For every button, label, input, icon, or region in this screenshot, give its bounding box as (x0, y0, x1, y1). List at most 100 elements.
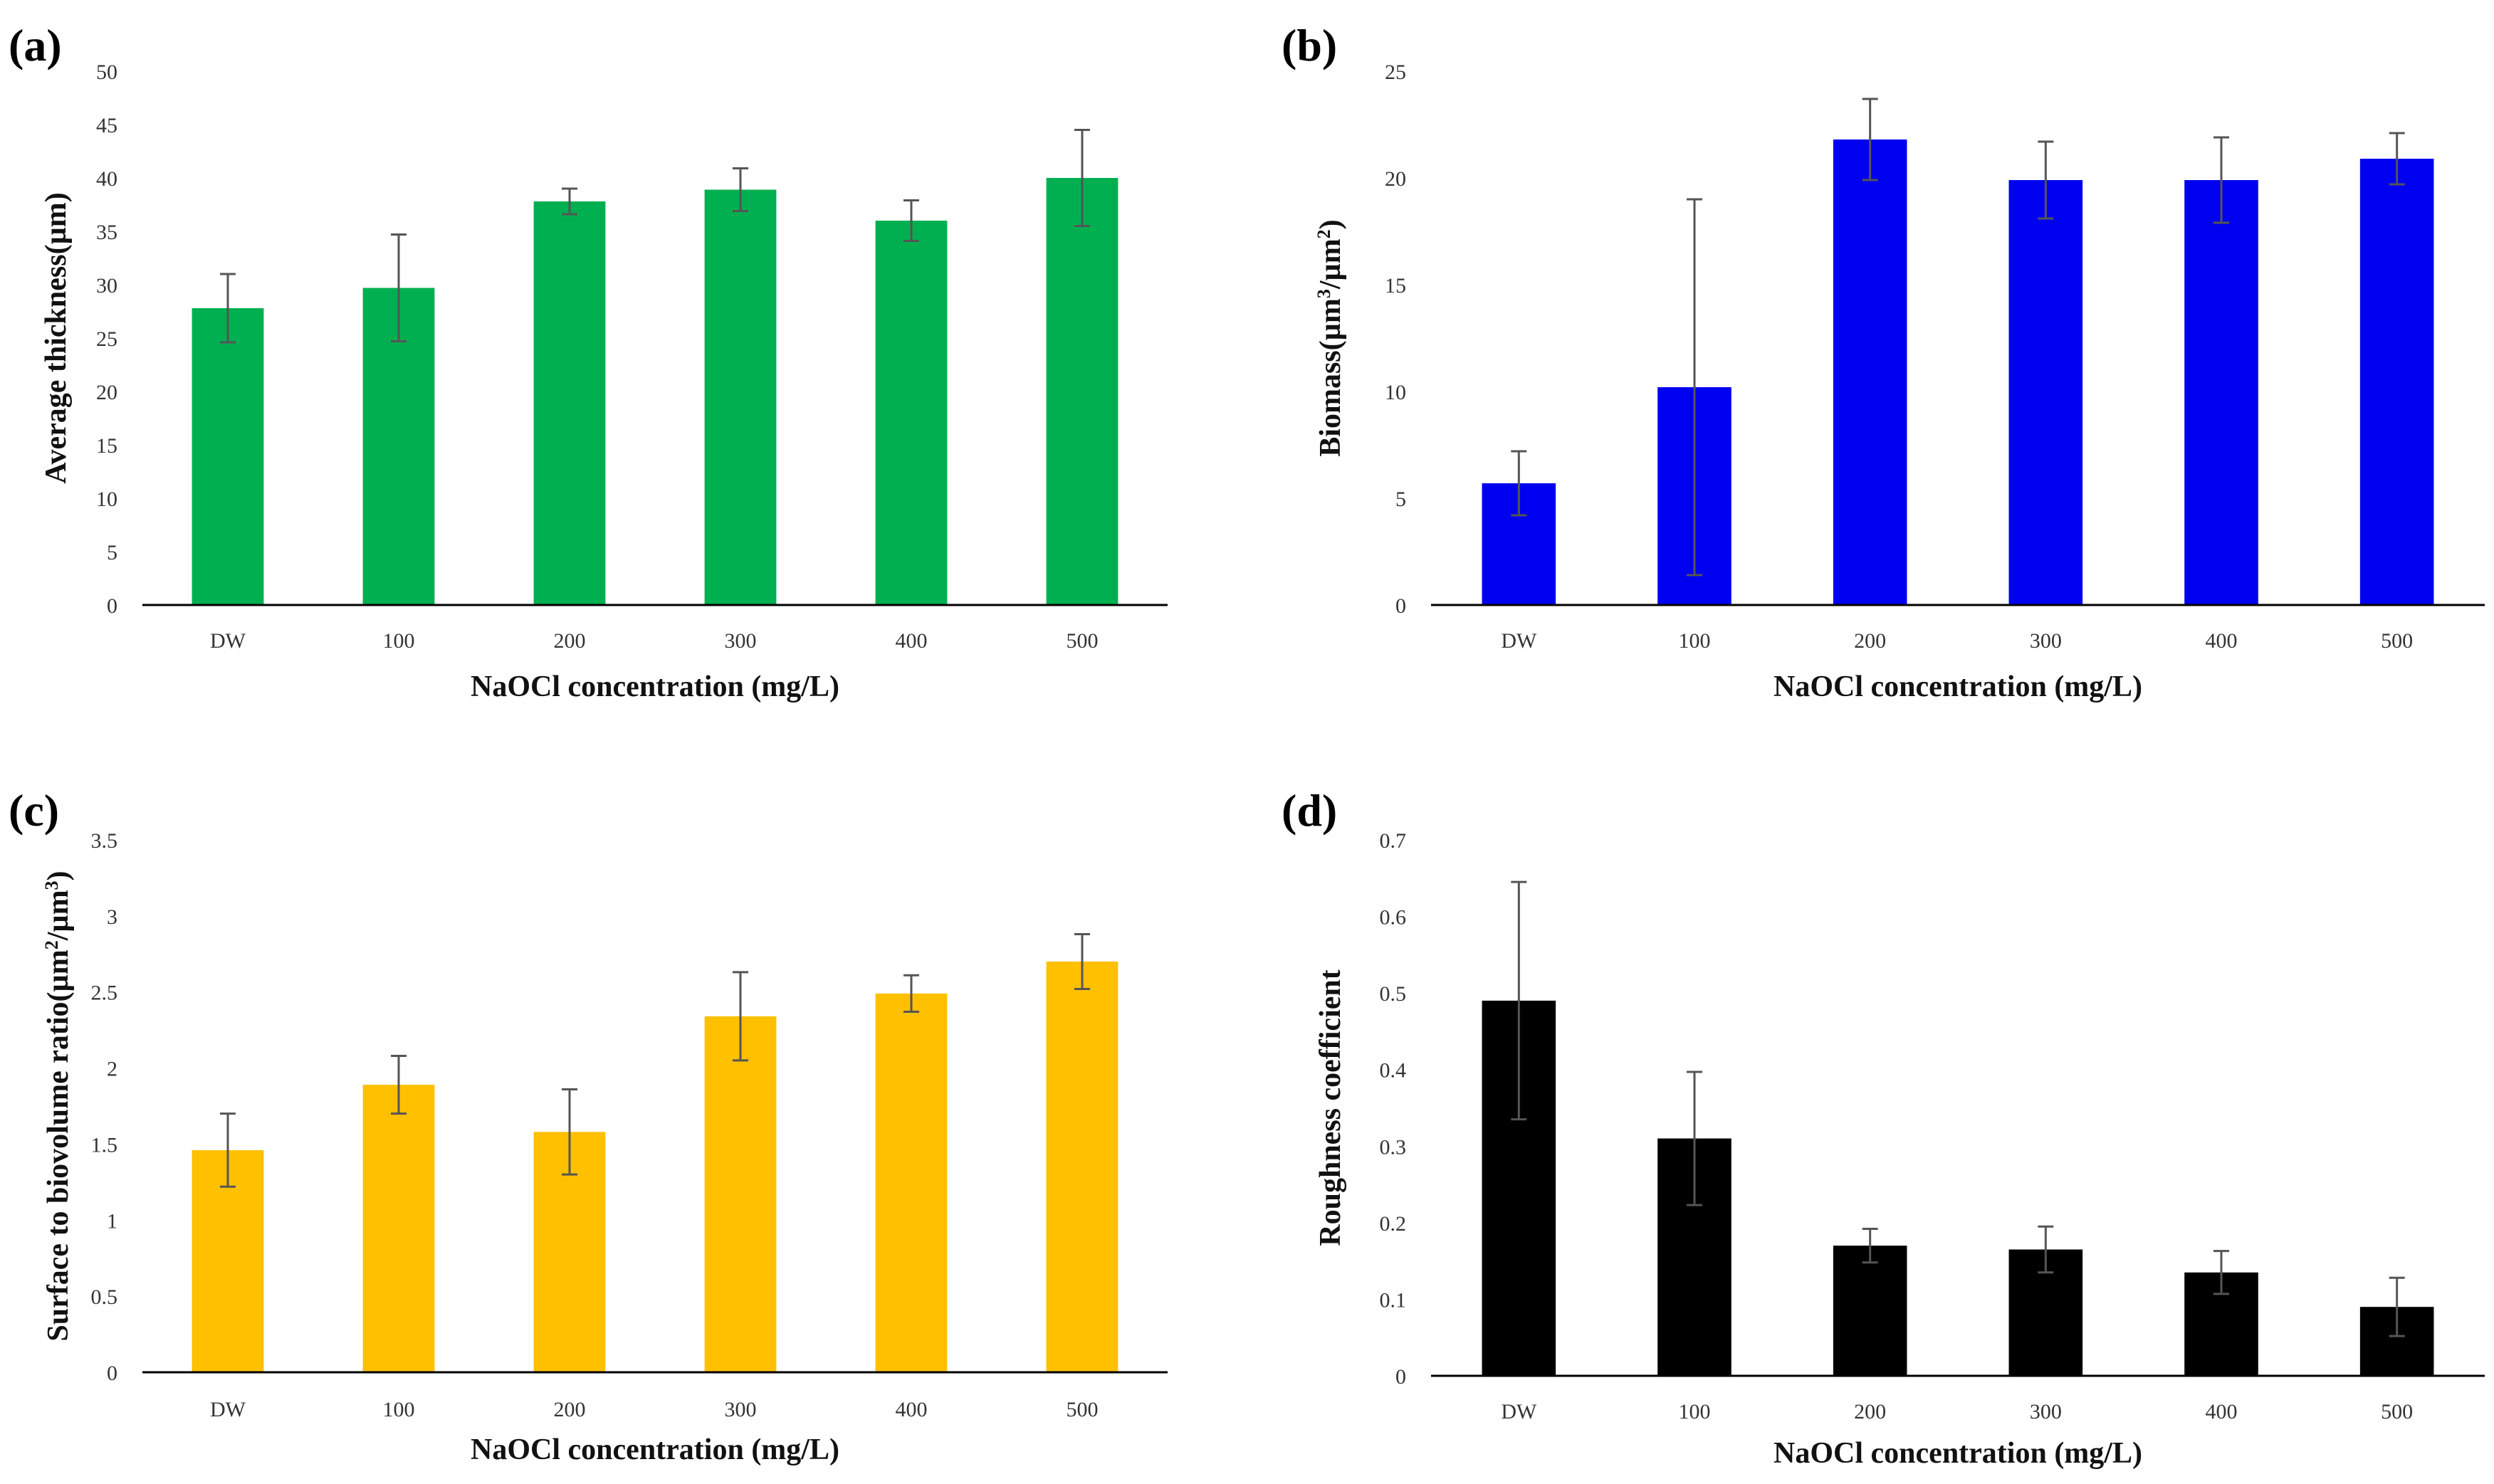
x-tick-label: 400 (896, 1398, 928, 1421)
error-bar-400 (903, 974, 919, 1013)
x-tick-label: 300 (2030, 1400, 2062, 1424)
error-bar-500 (2389, 1276, 2405, 1337)
x-axis-title: NaOCl concentration (mg/L) (471, 670, 839, 703)
chart-panel-c: (c) 0 0.5 1 1.5 2 2.5 3 3.5 DW 100 200 300 400 500 NaOC… (9, 785, 1168, 1466)
error-bar-100 (391, 233, 407, 342)
bar-300 (704, 189, 777, 605)
error-bar-300 (733, 971, 748, 1062)
y-tick-label: 50 (96, 60, 117, 84)
x-tick-label: DW (210, 1398, 246, 1421)
error-bar-100 (391, 1054, 407, 1115)
y-tick-label: 15 (96, 434, 117, 458)
y-axis-title: Average thickness(µm) (40, 192, 73, 484)
y-tick-label: 35 (96, 221, 117, 244)
y-axis-title: Surface to biovolume ratio(µm2/µm3) (41, 870, 75, 1341)
y-tick-label: 0.6 (1380, 906, 1407, 930)
error-bar-200 (562, 187, 577, 216)
error-bar-200 (1862, 1227, 1878, 1264)
x-tick-label: 400 (2206, 1400, 2238, 1424)
y-tick-label: 0.1 (1380, 1288, 1407, 1312)
error-bar-DW (1511, 450, 1527, 517)
y-tick-label: 2.5 (91, 982, 118, 1005)
x-tick-label: 300 (725, 1398, 757, 1421)
x-tick-label: 100 (383, 629, 415, 653)
y-tick-label: 20 (1385, 167, 1406, 191)
bar-500 (1046, 961, 1118, 1372)
y-tick-label: 0 (107, 1362, 117, 1385)
y-tick-label: 0.2 (1380, 1212, 1407, 1236)
x-tick-label: 500 (2381, 1400, 2413, 1424)
x-tick-label: 500 (2381, 629, 2413, 653)
chart-panel-d: (d) 0 0.1 0.2 0.3 0.4 0.5 0.6 0.7 DW 100 200 300 400 5… (1282, 785, 2485, 1470)
y-tick-label: 0.3 (1380, 1135, 1407, 1159)
x-axis-title: NaOCl concentration (mg/L) (1773, 670, 2142, 703)
x-tick-label: DW (1501, 629, 1537, 653)
bar-100 (362, 1085, 435, 1372)
bar-DW (192, 308, 264, 605)
error-bar-200 (562, 1088, 577, 1176)
x-tick-label: 300 (725, 629, 757, 653)
error-bar-400 (2213, 136, 2229, 224)
y-tick-label: 1.5 (91, 1133, 118, 1157)
bar-500 (2359, 159, 2434, 605)
x-tick-label: 200 (554, 629, 586, 653)
bar-200 (1833, 1246, 1907, 1376)
bar-200 (533, 201, 606, 605)
y-tick-label: 5 (107, 541, 117, 564)
x-tick-label: 100 (383, 1398, 415, 1421)
error-bar-500 (1074, 129, 1090, 227)
panel-label: (a) (9, 20, 62, 70)
y-tick-label: 25 (1385, 60, 1406, 84)
bar-400 (875, 221, 948, 605)
chart-panel-a: (a) 0 5 10 15 20 25 30 35 40 45 50 DW 100 200 300 400 500… (9, 20, 1168, 703)
x-tick-label: 100 (1679, 629, 1711, 653)
error-bar-400 (903, 199, 919, 242)
y-tick-label: 45 (96, 114, 117, 137)
error-bar-100 (1687, 1070, 1702, 1206)
x-tick-label: 400 (896, 629, 928, 653)
error-bar-DW (220, 273, 236, 344)
error-bar-200 (1862, 98, 1878, 181)
x-axis-title: NaOCl concentration (mg/L) (1773, 1437, 2142, 1470)
panel-label: (d) (1282, 785, 1337, 836)
x-tick-label: 200 (1854, 1400, 1886, 1424)
y-tick-label: 40 (96, 167, 117, 191)
bar-400 (875, 993, 948, 1372)
error-bar-DW (220, 1112, 236, 1188)
y-tick-label: 0.4 (1380, 1059, 1407, 1083)
y-axis-title: Biomass(µm3/µm2) (1314, 219, 1348, 456)
x-tick-label: 400 (2206, 629, 2238, 653)
y-tick-label: 0.5 (91, 1285, 118, 1309)
bar-400 (2184, 180, 2258, 605)
y-tick-label: 2 (107, 1058, 117, 1081)
y-tick-label: 3.5 (91, 829, 118, 853)
panel-label: (c) (9, 785, 59, 836)
x-tick-label: 500 (1067, 1398, 1099, 1421)
bar-200 (1833, 140, 1907, 605)
y-tick-label: 15 (1385, 274, 1406, 298)
bar-300 (2008, 180, 2083, 605)
y-tick-label: 30 (96, 274, 117, 298)
error-bar-300 (2038, 1225, 2054, 1274)
y-tick-label: 0 (1395, 1365, 1406, 1389)
y-tick-label: 0.7 (1380, 829, 1407, 853)
bar-500 (1046, 178, 1118, 605)
x-tick-label: 200 (1854, 629, 1886, 653)
error-bar-100 (1687, 198, 1702, 577)
x-tick-label: 100 (1679, 1400, 1711, 1424)
error-bar-300 (2038, 140, 2054, 220)
error-bar-400 (2213, 1250, 2229, 1295)
chart-panel-b: (b) 0 5 10 15 20 25 DW 100 200 300 400 500 NaOCl conc… (1282, 20, 2485, 703)
panel-label: (b) (1282, 20, 1337, 70)
error-bar-DW (1511, 880, 1527, 1121)
y-tick-label: 0 (107, 594, 117, 618)
y-tick-label: 1 (107, 1209, 117, 1233)
x-tick-label: 300 (2030, 629, 2062, 653)
error-bar-500 (2389, 132, 2405, 186)
y-tick-label: 0 (1395, 594, 1406, 618)
x-tick-label: DW (210, 629, 246, 653)
bar-300 (704, 1016, 777, 1372)
x-tick-label: DW (1501, 1400, 1537, 1424)
x-tick-label: 200 (554, 1398, 586, 1421)
